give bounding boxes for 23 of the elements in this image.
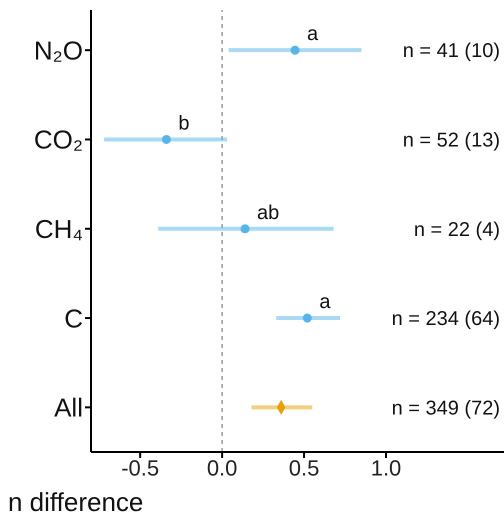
y-tick-label: All — [54, 392, 83, 423]
x-tick-label: 0.0 — [206, 456, 238, 481]
point — [302, 314, 312, 323]
annotation: n = 41 (10) — [402, 40, 500, 62]
annotation: a — [319, 291, 332, 314]
point — [290, 46, 300, 55]
annotation: n = 234 (64) — [392, 308, 500, 330]
y-tick-label: CH₄ — [34, 214, 83, 244]
x-axis-title: n difference — [8, 487, 144, 517]
y-tick-label: N₂O — [34, 35, 83, 66]
point — [162, 134, 171, 144]
x-tick-label: -0.5 — [121, 456, 160, 481]
point — [240, 224, 250, 234]
annotation: a — [307, 23, 320, 46]
annotation: ab — [257, 202, 280, 224]
x-tick-label: 0.5 — [288, 456, 320, 481]
annotation: b — [178, 112, 190, 134]
annotation: n = 349 (72) — [392, 397, 500, 420]
y-tick-label: C — [64, 303, 83, 334]
x-tick-label: 1.0 — [370, 456, 402, 481]
y-tick-label: CO₂ — [34, 124, 83, 155]
annotation: n = 52 (13) — [402, 129, 500, 152]
annotation: n = 22 (4) — [414, 218, 500, 241]
